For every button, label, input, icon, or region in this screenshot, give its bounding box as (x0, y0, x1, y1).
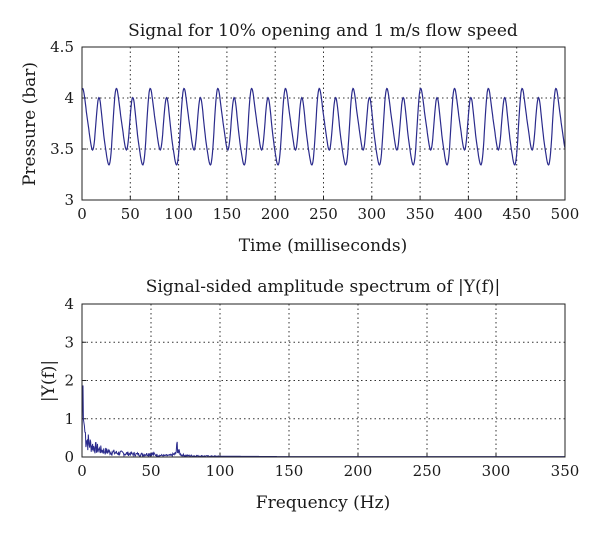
x-tick-label: 50 (141, 462, 160, 480)
x-tick-label: 200 (344, 462, 373, 480)
x-tick-label: 100 (164, 205, 193, 223)
series (81, 385, 565, 458)
x-tick-label: 450 (502, 205, 531, 223)
x-tick-label: 250 (309, 205, 338, 223)
x-tick-label: 250 (413, 462, 442, 480)
y-tick-label: 4.5 (50, 38, 74, 56)
spectrum-chart: Signal-sided amplitude spectrum of |Y(f)… (39, 277, 579, 513)
tick-labels: 0 50 100 150 200 250 300 350 0 1 2 3 4 (64, 295, 579, 480)
x-tick-label: 400 (454, 205, 483, 223)
x-tick-label: 100 (206, 462, 235, 480)
x-axis-label: Frequency (Hz) (256, 493, 390, 513)
y-tick-label: 3 (64, 333, 74, 351)
y-axis-label: |Y(f)| (39, 360, 59, 402)
y-tick-label: 3 (64, 191, 74, 209)
x-tick-label: 500 (551, 205, 580, 223)
x-tick-label: 300 (482, 462, 511, 480)
x-tick-label: 300 (357, 205, 386, 223)
plot-frame (81, 303, 566, 458)
x-tick-label: 0 (77, 205, 87, 223)
chart-title: Signal for 10% opening and 1 m/s flow sp… (128, 21, 518, 41)
x-tick-label: 50 (121, 205, 140, 223)
x-tick-label: 350 (406, 205, 435, 223)
x-axis-label: Time (milliseconds) (239, 236, 408, 256)
y-tick-label: 2 (64, 372, 74, 390)
time-signal-chart: Signal for 10% opening and 1 m/s flow sp… (20, 21, 579, 256)
grid (82, 304, 565, 457)
y-tick-label: 4 (64, 295, 74, 313)
series-line (81, 87, 566, 166)
series-line (81, 385, 565, 458)
y-tick-label: 4 (64, 89, 74, 107)
series (81, 87, 566, 166)
chart-title: Signal-sided amplitude spectrum of |Y(f)… (146, 277, 501, 297)
x-tick-label: 350 (551, 462, 580, 480)
x-tick-label: 150 (213, 205, 242, 223)
x-tick-label: 150 (275, 462, 304, 480)
x-tick-label: 0 (77, 462, 87, 480)
plot-frame (81, 46, 566, 201)
x-tick-label: 200 (261, 205, 290, 223)
y-tick-label: 1 (64, 410, 74, 428)
grid (82, 47, 565, 200)
y-tick-label: 3.5 (50, 140, 74, 158)
y-tick-label: 0 (64, 448, 74, 466)
y-axis-label: Pressure (bar) (20, 62, 40, 186)
tick-labels: 0 50 100 150 200 250 300 350 400 450 500 3 3.5 4 4.5 (50, 38, 579, 223)
